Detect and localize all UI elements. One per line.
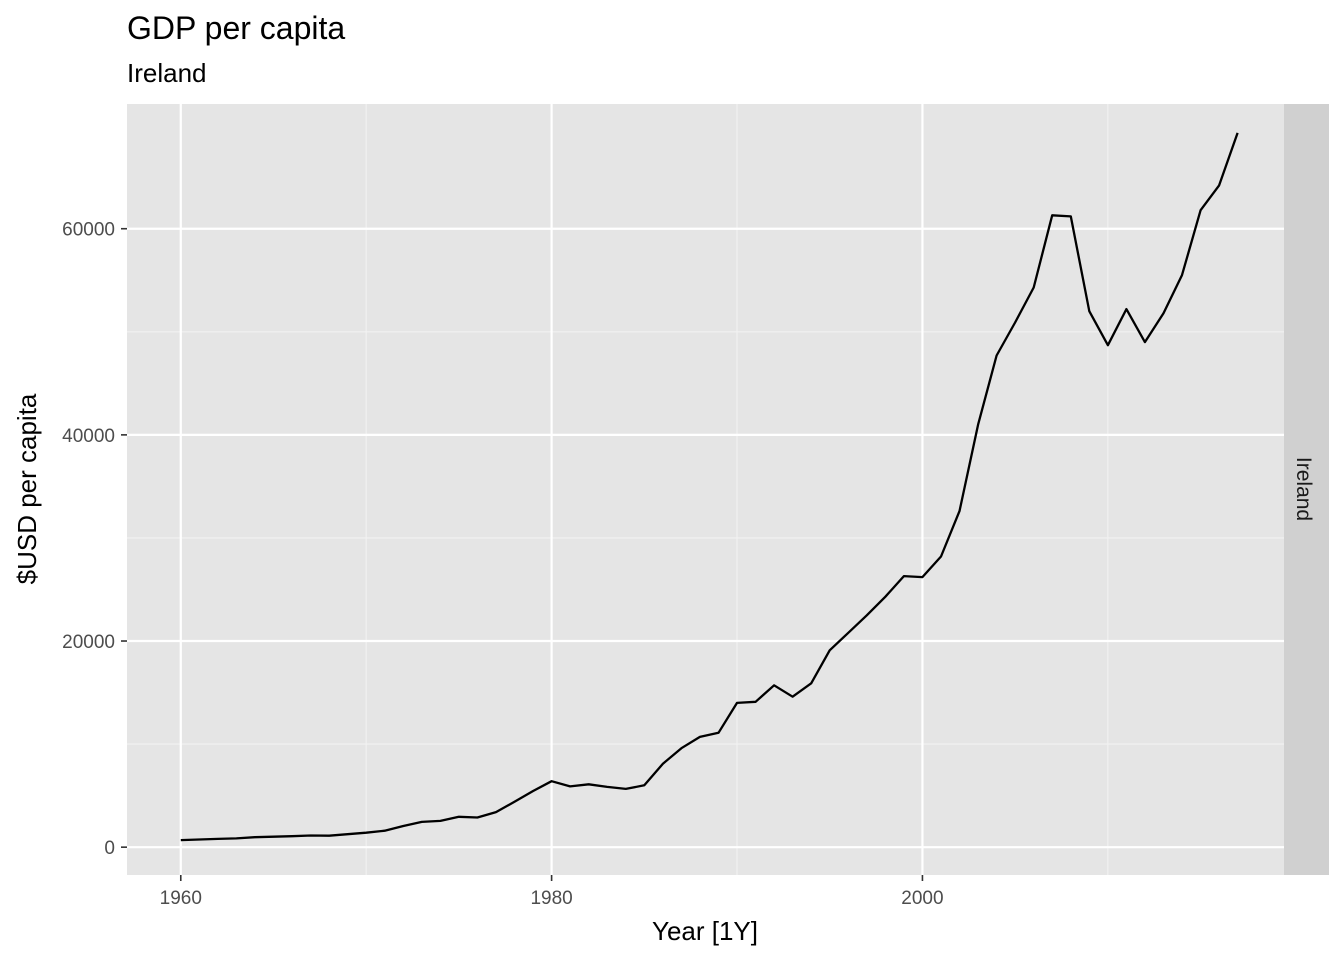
x-axis-title: Year [1Y] xyxy=(652,916,758,946)
x-tick-label: 1960 xyxy=(160,888,202,909)
x-tick-label: 1980 xyxy=(530,888,572,909)
plot-panel xyxy=(127,104,1284,875)
x-axis-ticks: 1960 1980 2000 xyxy=(160,875,944,909)
minor-gridlines xyxy=(127,104,1284,875)
x-tick-label: 2000 xyxy=(901,888,943,909)
major-gridlines xyxy=(127,104,1284,875)
chart-subtitle: Ireland xyxy=(127,58,207,88)
chart-title: GDP per capita xyxy=(127,10,346,46)
y-axis-title: $USD per capita xyxy=(12,393,42,584)
y-tick-label: 40000 xyxy=(62,426,115,447)
series-line-ireland xyxy=(180,132,1239,842)
y-tick-label: 0 xyxy=(104,838,115,859)
y-tick-label: 60000 xyxy=(62,220,115,241)
facet-strip-label: Ireland xyxy=(1292,457,1315,521)
facet-strip xyxy=(1284,104,1329,875)
y-axis-ticks: 0 20000 40000 60000 xyxy=(62,220,127,859)
y-tick-label: 20000 xyxy=(62,632,115,653)
